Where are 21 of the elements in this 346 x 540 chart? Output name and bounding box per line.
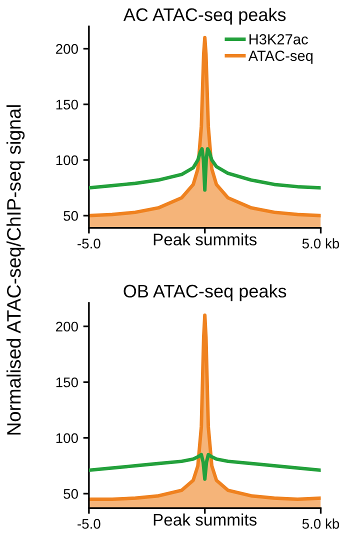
line-series bbox=[88, 452, 321, 481]
line-series bbox=[88, 147, 321, 192]
y-tick-label: 200 bbox=[56, 44, 78, 54]
legend-label: H3K27ac bbox=[250, 34, 308, 44]
x-tick-label: 5.0 kb bbox=[302, 518, 340, 529]
y-axis-title: Normalised ATAC-seq/ChIP-seq signal bbox=[6, 105, 25, 434]
y-tick-label: 100 bbox=[56, 155, 78, 166]
x-tick-label: -5.0 bbox=[78, 238, 100, 248]
x-tick-label: -5.0 bbox=[78, 518, 100, 529]
y-tick-label: 50 bbox=[64, 210, 78, 221]
y-tick-label: 200 bbox=[56, 322, 78, 332]
y-tick-label: 100 bbox=[56, 433, 78, 444]
x-tick-label: 5.0 kb bbox=[302, 238, 340, 248]
legend-label: ATAC-seq bbox=[248, 50, 313, 64]
chart-title: OB ATAC-seq peaks bbox=[124, 284, 286, 302]
y-tick-label: 150 bbox=[56, 377, 78, 388]
y-tick-label: 150 bbox=[56, 100, 78, 110]
x-axis-title: Peak summits bbox=[154, 513, 257, 526]
y-tick-label: 50 bbox=[64, 488, 78, 499]
chart-title: AC ATAC-seq peaks bbox=[123, 8, 286, 25]
x-axis-title: Peak summits bbox=[154, 233, 257, 246]
